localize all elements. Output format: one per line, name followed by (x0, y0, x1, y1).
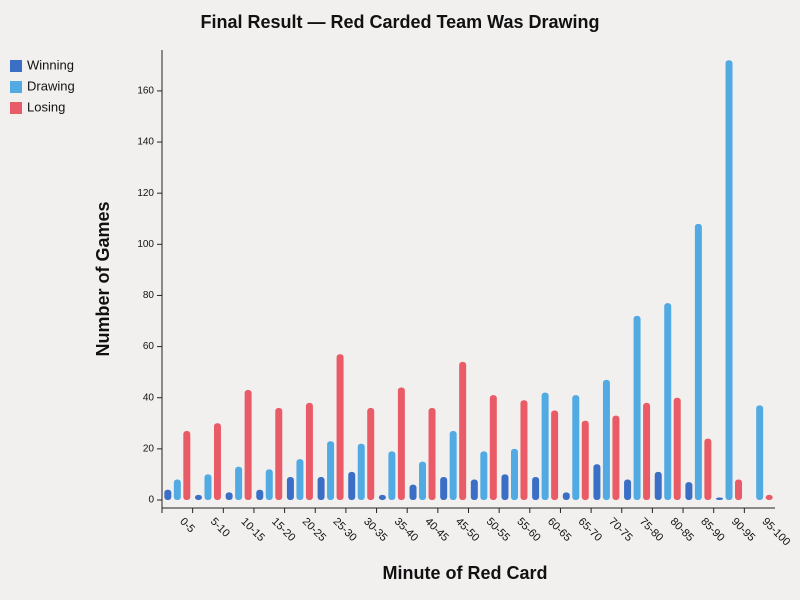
x-tick-label: 55-60 (514, 516, 542, 544)
y-tick-label: 160 (137, 86, 154, 97)
bar (551, 410, 559, 500)
bar (378, 494, 386, 500)
x-tick-label: 70-75 (606, 516, 634, 544)
bar (256, 489, 264, 500)
y-axis-label: Number of Games (93, 201, 113, 356)
bar (173, 479, 181, 500)
bar (612, 415, 620, 500)
y-tick-label: 20 (143, 444, 155, 455)
bar (440, 476, 448, 500)
x-tick-label: 35-40 (392, 516, 420, 544)
legend-swatch (10, 81, 22, 93)
bar (164, 489, 172, 500)
bar (725, 60, 733, 501)
bar (520, 400, 528, 500)
bar (716, 497, 724, 500)
bar (336, 354, 344, 500)
bar (562, 492, 570, 500)
bar (235, 466, 243, 500)
x-tick-label: 85-90 (698, 516, 726, 544)
bar (449, 430, 457, 500)
bar (510, 448, 518, 500)
bar (296, 459, 304, 500)
bar (470, 479, 478, 500)
legend-label: Losing (27, 99, 65, 114)
bar (305, 402, 313, 500)
x-tick-label: 10-15 (239, 516, 267, 544)
y-tick-label: 60 (143, 341, 155, 352)
bar (265, 469, 273, 500)
bar (480, 451, 488, 500)
bar (286, 476, 294, 500)
bar (357, 443, 365, 500)
bar (183, 430, 191, 500)
bar (204, 474, 212, 500)
bar (602, 379, 610, 500)
x-axis-label: Minute of Red Card (383, 563, 548, 583)
y-tick-label: 140 (137, 137, 154, 148)
bar (532, 476, 540, 500)
bar (244, 390, 252, 500)
x-tick-label: 95-100 (760, 516, 793, 549)
chart-title: Final Result — Red Carded Team Was Drawi… (200, 12, 599, 32)
bar (501, 474, 509, 500)
bar (459, 361, 467, 500)
bar (409, 484, 417, 500)
x-tick-label: 15-20 (269, 516, 297, 544)
bar (593, 464, 601, 500)
x-tick-label: 30-35 (361, 516, 389, 544)
legend-label: Drawing (27, 78, 75, 93)
x-tick-label: 0-5 (177, 516, 197, 536)
x-tick-label: 45-50 (453, 516, 481, 544)
legend-swatch (10, 60, 22, 72)
bar (327, 441, 335, 500)
x-tick-label: 90-95 (729, 516, 757, 544)
bar (765, 494, 773, 500)
bar (541, 392, 549, 500)
bar (673, 397, 681, 500)
x-tick-label: 25-30 (330, 516, 358, 544)
bar (489, 395, 497, 500)
x-tick-label: 5-10 (208, 516, 232, 540)
bar (633, 315, 641, 500)
y-tick-label: 0 (148, 495, 154, 506)
bar (694, 223, 702, 500)
bar (213, 423, 221, 500)
bar (348, 471, 356, 500)
y-tick-label: 100 (137, 239, 154, 250)
bar (225, 492, 233, 500)
bar (685, 482, 693, 500)
x-tick-label: 75-80 (637, 516, 665, 544)
bar (397, 387, 405, 500)
bar (428, 407, 436, 500)
bar (664, 303, 672, 500)
x-tick-label: 60-65 (545, 516, 573, 544)
bar (388, 451, 396, 500)
legend-label: Winning (27, 57, 74, 72)
y-tick-label: 40 (143, 392, 155, 403)
y-tick-label: 80 (143, 290, 155, 301)
bar (643, 402, 651, 500)
bar (275, 407, 283, 500)
bar (419, 461, 427, 500)
bar (735, 479, 743, 500)
bar (581, 420, 589, 500)
legend-swatch (10, 102, 22, 114)
x-tick-label: 65-70 (576, 516, 604, 544)
x-tick-label: 80-85 (668, 516, 696, 544)
bar (367, 407, 375, 500)
bar (572, 395, 580, 500)
y-tick-label: 120 (137, 188, 154, 199)
bar (194, 494, 202, 500)
bar (317, 476, 325, 500)
bar (624, 479, 632, 500)
bar (704, 438, 712, 500)
x-tick-label: 50-55 (484, 516, 512, 544)
bar (756, 405, 764, 500)
x-tick-label: 40-45 (422, 516, 450, 544)
x-tick-label: 20-25 (300, 516, 328, 544)
bar (654, 471, 662, 500)
